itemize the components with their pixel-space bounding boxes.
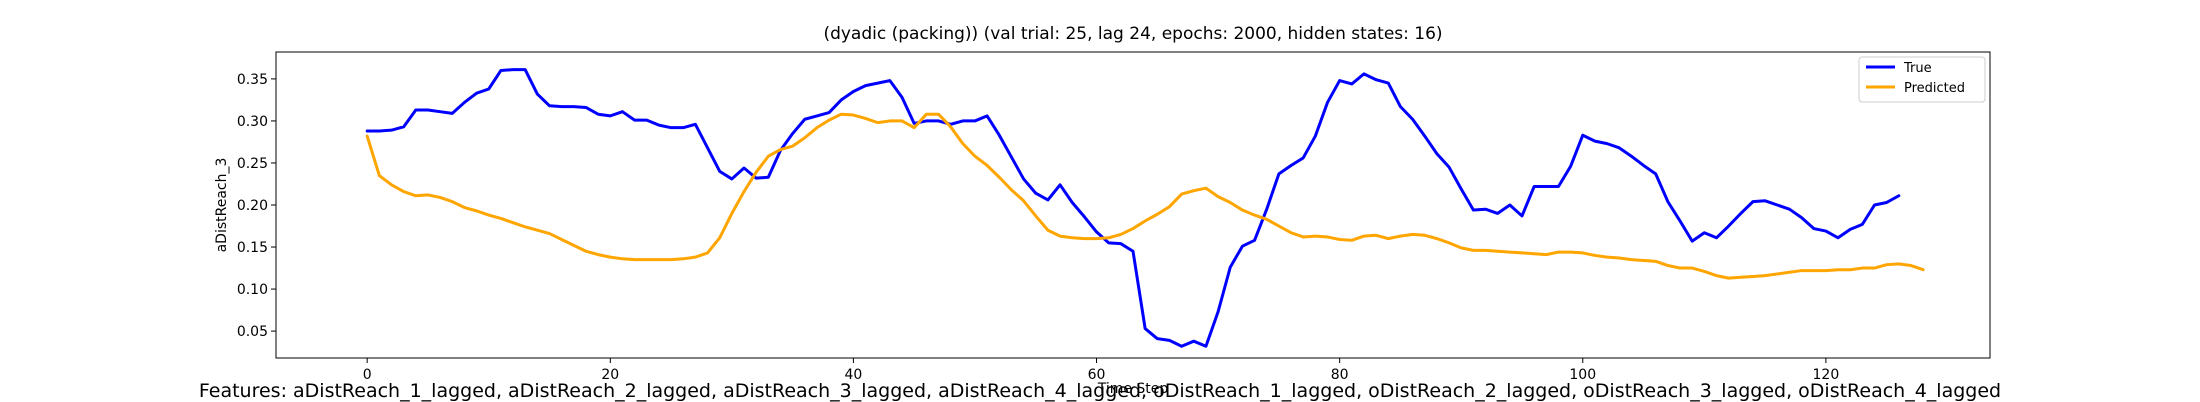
y-tick-label: 0.05 [237,324,268,340]
series-line-true [365,68,1901,348]
y-tick-label: 0.15 [237,240,268,256]
features-caption: Features: aDistReach_1_lagged, aDistReac… [198,380,2002,402]
x-tick-label: 20 [601,367,619,383]
x-tick-label: 100 [1569,367,1596,383]
y-tick-label: 0.10 [237,282,268,298]
y-tick-label: 0.35 [237,72,268,88]
x-tick-label: 120 [1813,367,1840,383]
legend-label-true: True [1903,61,1932,76]
y-tick-label: 0.25 [237,156,268,172]
y-axis-label: aDistReach_3 [214,158,230,253]
x-tick-label: 80 [1331,367,1349,383]
series-line-predicted [365,112,1925,280]
x-axis-label: Time Step [1097,381,1169,397]
series-lines [365,68,1925,348]
y-tick-label: 0.20 [237,198,268,214]
legend: True Predicted [1858,56,1986,103]
plot-frame [275,51,1991,359]
legend-label-predicted: Predicted [1904,81,1965,96]
axis-ticks: 0 20 40 60 80 100 120 0.05 0.10 0.15 0.20 0.25 0.30 0… [237,72,1839,383]
x-tick-label: 60 [1088,367,1106,383]
y-tick-label: 0.30 [237,114,268,130]
x-tick-label: 40 [844,367,862,383]
chart-title: (dyadic (packing)) (val trial: 25, lag 2… [823,24,1442,44]
x-tick-label: 0 [363,367,372,383]
